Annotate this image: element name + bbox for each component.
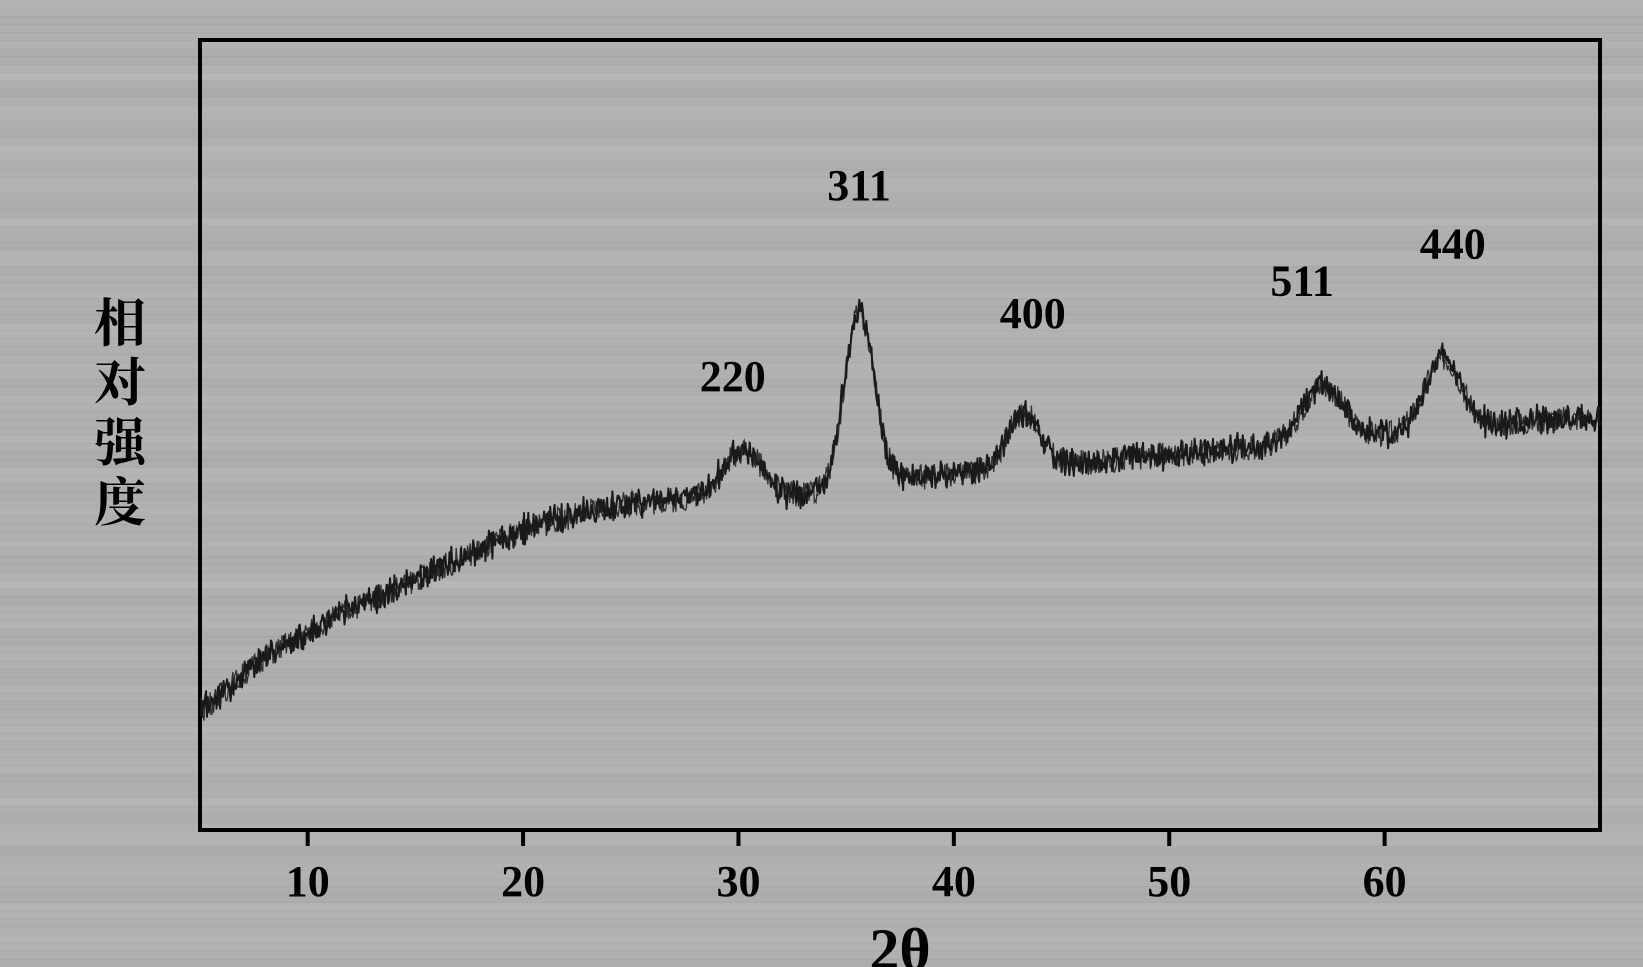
- x-axis-label: 2θ: [869, 917, 930, 967]
- x-tick-label: 50: [1147, 857, 1191, 906]
- peak-label: 511: [1270, 256, 1334, 305]
- chart-canvas: 10 20 30 40 50 60 2θ 相对强度 220 311 400 511 440: [0, 0, 1643, 967]
- x-tick-label: 20: [501, 857, 545, 906]
- peak-label: 220: [700, 352, 766, 401]
- x-tick-label: 60: [1363, 857, 1407, 906]
- peak-label: 440: [1420, 220, 1486, 269]
- x-tick-label: 40: [932, 857, 976, 906]
- x-tick-label: 30: [716, 857, 760, 906]
- y-axis-label-group: 相对强度: [94, 281, 150, 535]
- x-tick-label: 10: [286, 857, 330, 906]
- peak-label: 311: [827, 161, 891, 210]
- xrd-chart: 10 20 30 40 50 60 2θ 相对强度 220 311 400 511 440: [0, 0, 1643, 967]
- peak-label: 400: [1000, 289, 1066, 338]
- y-axis-label-char: 度: [94, 461, 146, 536]
